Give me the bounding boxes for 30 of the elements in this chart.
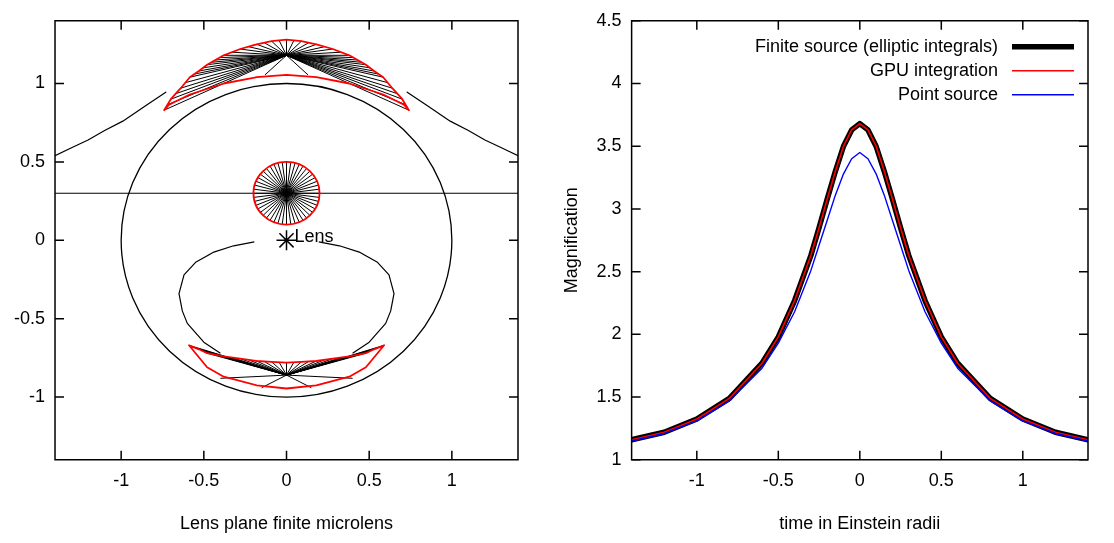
y-tick-label: -1 <box>29 386 46 407</box>
y-tick-label: 1 <box>611 448 622 469</box>
x-tick-label: -0.5 <box>188 469 220 490</box>
x-tick-label: 0 <box>854 469 865 490</box>
x-tick-label: 0 <box>281 469 292 490</box>
legend-label: Point source <box>897 83 998 104</box>
x-axis-title: Lens plane finite microlens <box>179 513 394 534</box>
y-tick-label: 2.5 <box>596 260 622 281</box>
legend-label: GPU integration <box>869 59 998 80</box>
legend-label: Finite source (elliptic integrals) <box>754 35 998 56</box>
y-tick-label: 0.5 <box>19 150 46 171</box>
x-tick-label: -1 <box>113 469 130 490</box>
y-tick-label: 3 <box>611 197 622 218</box>
x-tick-label: 0.5 <box>356 469 382 490</box>
x-axis-title: time in Einstein radii <box>779 513 941 534</box>
y-tick-label: 4 <box>611 72 622 93</box>
y-tick-label: 2 <box>611 323 622 344</box>
y-tick-label: 1 <box>35 72 46 93</box>
x-tick-label: -1 <box>688 469 705 490</box>
y-tick-label: 0 <box>35 229 46 250</box>
y-tick-label: 1.5 <box>596 386 622 407</box>
y-tick-label: 3.5 <box>596 135 622 156</box>
y-tick-label: -0.5 <box>13 307 46 328</box>
annotation: Lens <box>294 226 334 247</box>
x-tick-label: -0.5 <box>762 469 794 490</box>
x-tick-label: 1 <box>446 469 457 490</box>
y-axis-title: Magnification <box>560 187 581 294</box>
x-tick-label: 0.5 <box>928 469 954 490</box>
x-tick-label: 1 <box>1017 469 1028 490</box>
y-tick-label: 4.5 <box>596 9 622 30</box>
